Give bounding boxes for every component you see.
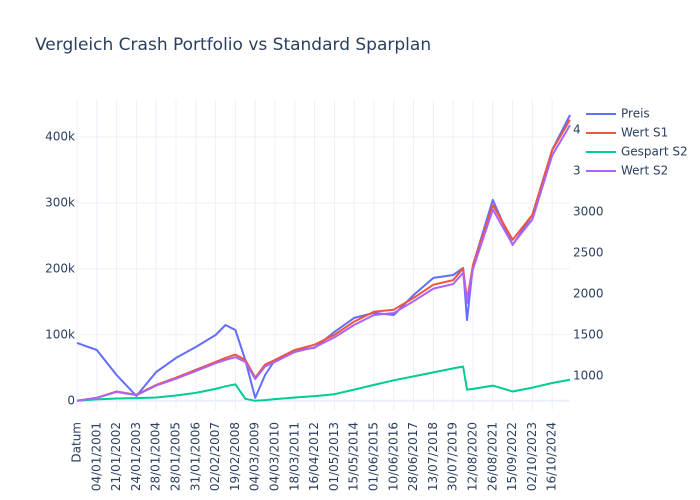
x-tick-label: 04/01/2001 <box>89 422 103 491</box>
x-tick-label: 28/06/2017 <box>406 422 420 491</box>
x-tick-label: 26/08/2021 <box>485 422 499 491</box>
x-tick-label: 19/02/2008 <box>228 422 242 491</box>
x-tick-label: 01/05/2013 <box>327 422 341 491</box>
x-tick-label: 01/06/2015 <box>366 422 380 491</box>
x-tick-label: 15/09/2022 <box>505 422 519 491</box>
series-line <box>76 124 571 402</box>
x-tick-label: 30/07/2019 <box>446 422 460 491</box>
x-tick-label: 16/10/2024 <box>545 422 559 491</box>
x-tick-label: 04/03/2009 <box>248 422 262 491</box>
x-tick-label: Datum <box>70 422 84 463</box>
series-line <box>76 365 571 402</box>
y2-tick-label: 2500 <box>573 245 604 259</box>
y-tick-label: 200k <box>45 261 75 275</box>
legend-box <box>580 104 698 180</box>
x-tick-label: 02/02/2007 <box>208 422 222 491</box>
x-tick-label: 02/10/2023 <box>525 422 539 491</box>
y2-tick-label: 1000 <box>573 368 604 382</box>
x-tick-label: 31/01/2006 <box>188 422 202 491</box>
x-tick-label: 21/01/2002 <box>109 422 123 491</box>
chart-title: Vergleich Crash Portfolio vs Standard Sp… <box>35 35 431 55</box>
x-tick-label: 28/01/2005 <box>168 422 182 491</box>
y-tick-label: 0 <box>67 393 75 407</box>
x-tick-label: 24/01/2003 <box>129 422 143 491</box>
legend: Preis Wert S1 Gespart S2 Wert S2 <box>580 104 698 180</box>
y-tick-label: 300k <box>45 195 75 209</box>
y2-tick-label: 2000 <box>573 286 604 300</box>
x-tick-label: 10/06/2016 <box>386 422 400 491</box>
x-tick-label: 18/03/2011 <box>287 422 301 491</box>
legend-label: Gespart S2 <box>621 145 688 159</box>
y-tick-label: 400k <box>45 129 75 143</box>
x-tick-label: 12/08/2020 <box>465 422 479 491</box>
legend-label: Wert S1 <box>621 126 668 140</box>
legend-label: Wert S2 <box>621 164 668 178</box>
x-tick-label: 04/03/2010 <box>267 422 281 491</box>
legend-label: Preis <box>621 107 650 121</box>
x-tick-label: 16/04/2012 <box>307 422 321 491</box>
y2-tick-label: 1500 <box>573 327 604 341</box>
y2-tick-label: 3000 <box>573 204 604 218</box>
x-tick-label: 13/07/2018 <box>426 422 440 491</box>
x-tick-label: 28/01/2004 <box>149 422 163 491</box>
y-tick-label: 100k <box>45 327 75 341</box>
x-tick-label: 15/05/2014 <box>347 422 361 491</box>
